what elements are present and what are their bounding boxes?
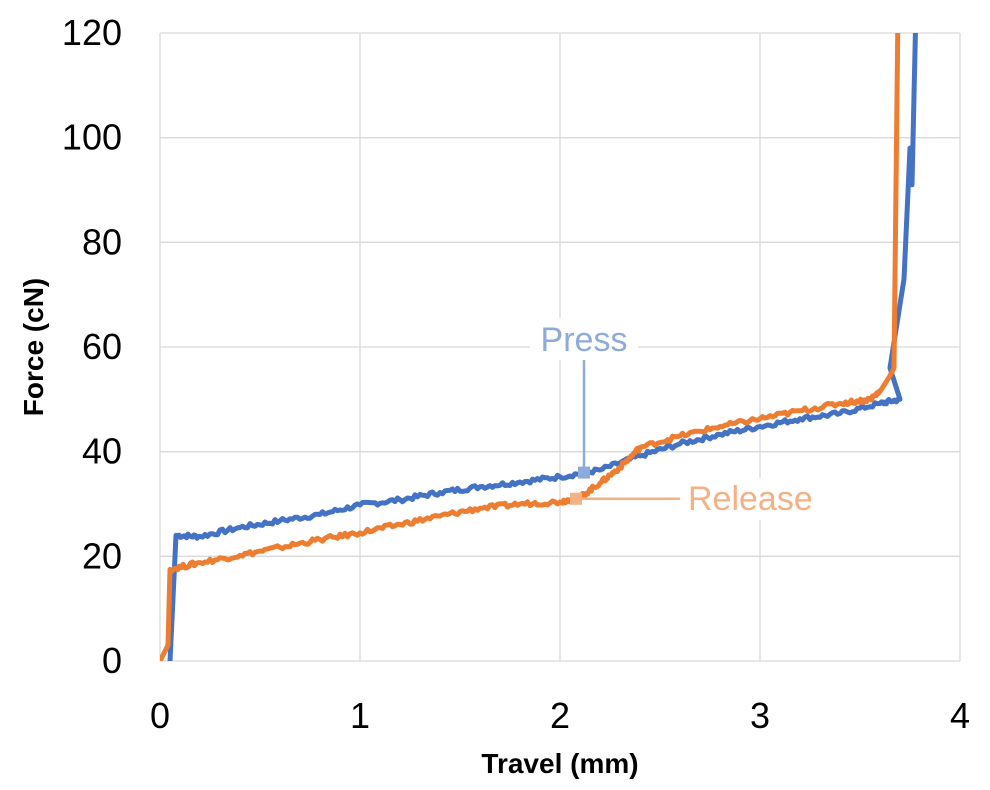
x-tick-label: 2 [550, 695, 570, 736]
annotation-bg-release [680, 478, 818, 520]
y-tick-label: 100 [62, 117, 122, 158]
annotation-marker-press [578, 466, 590, 479]
annotation-group: Press Release [530, 318, 818, 520]
series-line-release [160, 33, 901, 661]
x-tick-label: 1 [350, 695, 370, 736]
annotation-label-press: Press [541, 321, 628, 359]
annotation-label-release: Release [688, 480, 813, 518]
x-axis-title: Travel (mm) [481, 748, 638, 779]
gridlines [159, 32, 961, 662]
tick-labels: 0 20 40 60 80 100 120 0 1 2 3 4 [62, 12, 970, 736]
y-tick-label: 20 [82, 535, 122, 576]
y-tick-label: 80 [82, 221, 122, 262]
annotation-bg-press [530, 318, 638, 360]
y-tick-label: 0 [102, 640, 122, 681]
annotation-marker-release [570, 492, 582, 505]
x-tick-label: 0 [150, 695, 170, 736]
x-tick-label: 3 [750, 695, 770, 736]
y-tick-label: 60 [82, 326, 122, 367]
series-line-press [167, 33, 918, 661]
x-tick-label: 4 [950, 695, 970, 736]
y-tick-label: 120 [62, 12, 122, 53]
y-axis-title: Force (cN) [18, 278, 49, 416]
y-tick-label: 40 [82, 431, 122, 472]
